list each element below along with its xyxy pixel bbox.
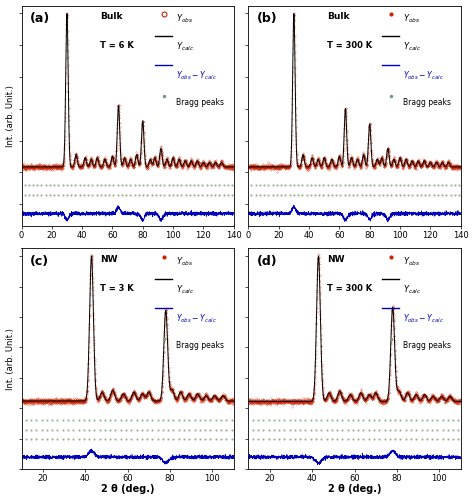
Text: Bragg peaks: Bragg peaks xyxy=(403,98,451,108)
Text: Bulk: Bulk xyxy=(100,12,122,21)
Text: Bulk: Bulk xyxy=(327,12,349,21)
Text: T = 300 K: T = 300 K xyxy=(327,284,372,293)
X-axis label: 2 θ (deg.): 2 θ (deg.) xyxy=(328,484,381,494)
Text: (d): (d) xyxy=(257,255,278,268)
Text: $Y_{calc}$: $Y_{calc}$ xyxy=(403,284,422,296)
Text: $Y_{obs} - Y_{calc}$: $Y_{obs} - Y_{calc}$ xyxy=(176,70,217,82)
Text: NW: NW xyxy=(100,255,118,264)
Text: $Y_{calc}$: $Y_{calc}$ xyxy=(176,41,195,54)
Text: NW: NW xyxy=(327,255,345,264)
Text: (a): (a) xyxy=(30,12,50,25)
Text: Bragg peaks: Bragg peaks xyxy=(176,98,224,108)
Y-axis label: Int. (arb. Unit.): Int. (arb. Unit.) xyxy=(6,85,15,147)
Text: $Y_{obs}$: $Y_{obs}$ xyxy=(403,255,420,268)
Text: T = 300 K: T = 300 K xyxy=(327,41,372,50)
Text: $Y_{obs} - Y_{calc}$: $Y_{obs} - Y_{calc}$ xyxy=(403,312,444,325)
Text: $Y_{calc}$: $Y_{calc}$ xyxy=(403,41,422,54)
Text: $Y_{obs}$: $Y_{obs}$ xyxy=(403,12,420,24)
Text: Bragg peaks: Bragg peaks xyxy=(403,341,451,350)
Text: Bragg peaks: Bragg peaks xyxy=(176,341,224,350)
Text: $Y_{obs}$: $Y_{obs}$ xyxy=(176,12,194,24)
Text: $Y_{obs}$: $Y_{obs}$ xyxy=(176,255,194,268)
Text: (c): (c) xyxy=(30,255,49,268)
Text: T = 3 K: T = 3 K xyxy=(100,284,134,293)
Y-axis label: Int. (arb. Unit.): Int. (arb. Unit.) xyxy=(6,328,15,390)
Text: $Y_{obs} - Y_{calc}$: $Y_{obs} - Y_{calc}$ xyxy=(176,312,217,325)
Text: $Y_{obs} - Y_{calc}$: $Y_{obs} - Y_{calc}$ xyxy=(403,70,444,82)
Text: T = 6 K: T = 6 K xyxy=(100,41,134,50)
Text: (b): (b) xyxy=(257,12,278,25)
X-axis label: 2 θ (deg.): 2 θ (deg.) xyxy=(101,484,155,494)
Text: $Y_{calc}$: $Y_{calc}$ xyxy=(176,284,195,296)
